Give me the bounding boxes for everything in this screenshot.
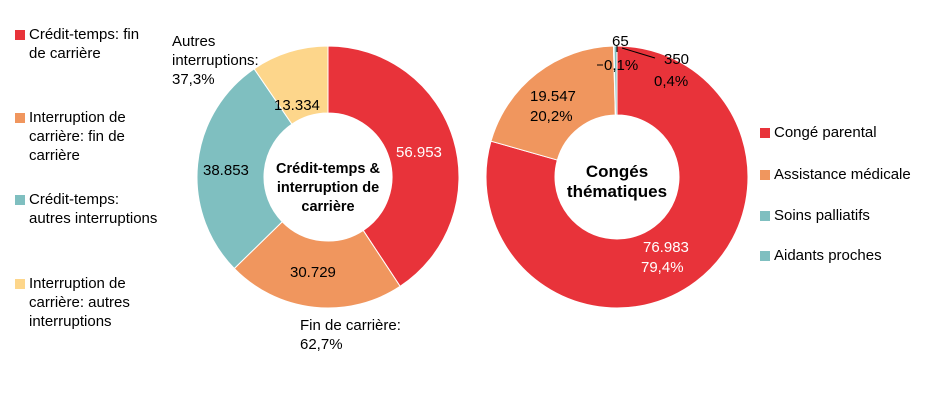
- donut-slice: [485, 45, 749, 309]
- donut-slice: [327, 45, 460, 288]
- percent-label: 0,1%: [604, 57, 639, 74]
- legend-label: Assistance médicale: [774, 166, 911, 183]
- annotation: Fin de carrière: 62,7%: [300, 317, 401, 353]
- percent-label: 0,4%: [654, 73, 689, 90]
- legend-swatch: [15, 30, 25, 40]
- legend-swatch: [760, 128, 770, 138]
- donut-slice: [253, 45, 329, 125]
- legend-label: Interruption de carrière: autres interru…: [29, 275, 130, 330]
- percent-label: 79,4%: [641, 259, 684, 276]
- value-label: 65: [612, 33, 629, 50]
- legend-label: Interruption de carrière: fin de carrièr…: [29, 109, 126, 164]
- donut-slice: [196, 68, 293, 270]
- annotation: Autres interruptions: 37,3%: [172, 33, 259, 88]
- legend-label: Aidants proches: [774, 247, 882, 264]
- value-label: 38.853: [203, 162, 249, 179]
- donut-slice: [233, 221, 401, 309]
- legend-label: Crédit-temps: fin de carrière: [29, 26, 140, 62]
- legend-label: Crédit-temps: autres interruptions: [29, 191, 158, 227]
- value-label: 56.953: [396, 144, 442, 161]
- donut-slice: [613, 45, 618, 116]
- legend-label: Soins palliatifs: [774, 207, 870, 224]
- chart-center-title: Crédit-temps & interruption de carrière: [276, 161, 380, 215]
- legend-swatch: [15, 113, 25, 123]
- legend-swatch: [15, 195, 25, 205]
- value-label: 19.547: [530, 88, 576, 105]
- value-label: 76.983: [643, 239, 689, 256]
- legend-swatch: [15, 279, 25, 289]
- chart-center-title: Congés thématiques: [566, 162, 668, 201]
- value-label: 30.729: [290, 264, 336, 281]
- percent-label: 20,2%: [530, 108, 573, 125]
- legend-swatch: [760, 211, 770, 221]
- legend-label: Congé parental: [774, 124, 877, 141]
- value-label: 13.334: [274, 97, 320, 114]
- leader-line: [621, 47, 656, 59]
- legend-swatch: [760, 251, 770, 261]
- value-label: 350: [664, 51, 690, 68]
- legend-swatch: [760, 170, 770, 180]
- donut-slice: [490, 45, 616, 161]
